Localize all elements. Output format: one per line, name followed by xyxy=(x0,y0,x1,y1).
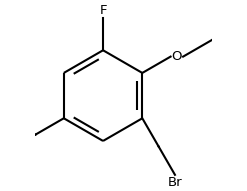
Text: F: F xyxy=(99,4,107,17)
Text: O: O xyxy=(171,50,182,63)
Text: Br: Br xyxy=(168,176,182,189)
